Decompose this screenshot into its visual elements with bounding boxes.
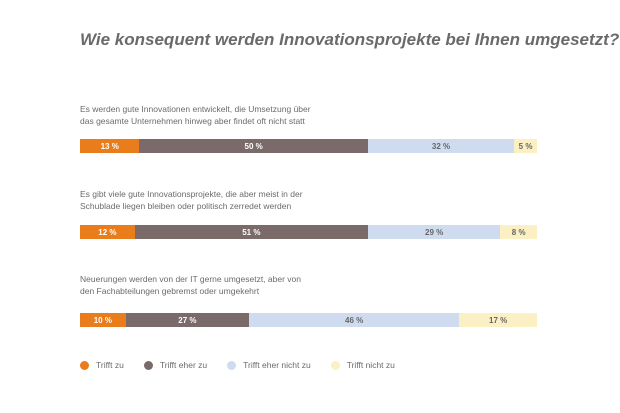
legend-swatch [80, 360, 89, 370]
question-label-1: Es werden gute Innovationen entwickelt, … [80, 103, 550, 127]
bar-segment: 46 % [249, 313, 460, 327]
legend-item: Trifft eher nicht zu [227, 360, 311, 370]
data-label: 13 % [100, 141, 119, 151]
data-label: 17 % [489, 315, 508, 325]
bar-segment: 27 % [125, 313, 250, 327]
data-label: 50 % [244, 141, 263, 151]
bar-segment: 50 % [139, 139, 368, 153]
legend-label: Trifft eher nicht zu [243, 360, 311, 370]
bar-segment: 10 % [80, 313, 126, 327]
bar-segment: 8 % [500, 225, 537, 239]
question-label-3: Neuerungen werden von der IT gerne umges… [80, 273, 550, 297]
question-line: Neuerungen werden von der IT gerne umges… [80, 274, 301, 284]
data-label: 12 % [98, 227, 117, 237]
bar-segment: 5 % [514, 139, 537, 153]
legend-item: Trifft eher zu [143, 360, 208, 370]
legend-label: Trifft zu [96, 360, 124, 370]
bar-segment: 29 % [367, 225, 501, 239]
bar-segment: 12 % [80, 225, 135, 239]
legend-swatch [330, 360, 340, 370]
question-line: Es werden gute Innovationen entwickelt, … [80, 104, 311, 114]
bar-segment: 32 % [367, 139, 515, 153]
legend-label: Trifft eher zu [159, 360, 208, 370]
data-label: 51 % [242, 227, 261, 237]
question-line: Es gibt viele gute Innovationsprojekte, … [80, 189, 303, 199]
bar-segment: 51 % [134, 225, 368, 239]
legend-label: Trifft nicht zu [346, 360, 395, 370]
chart-title: Wie konsequent werden Innovationsprojekt… [80, 30, 620, 49]
data-label: 10 % [93, 315, 112, 325]
legend: Trifft zu Trifft eher zu Trifft eher nicht… [80, 360, 415, 370]
stacked-bar-2: 12 % 51 % 29 % 8 % [80, 225, 537, 239]
question-line: den Fachabteilungen gebremst oder umgeke… [80, 286, 260, 296]
data-label: 32 % [431, 141, 451, 151]
legend-swatch [227, 360, 237, 370]
question-line: das gesamte Unternehmen hinweg aber find… [80, 116, 305, 126]
data-label: 27 % [178, 315, 197, 325]
legend-item: Trifft nicht zu [330, 360, 395, 370]
question-line: Schublade liegen bleiben oder politisch … [80, 201, 292, 211]
data-label: 46 % [345, 315, 364, 325]
data-label: 29 % [425, 227, 444, 237]
data-label: 5 % [518, 141, 533, 151]
data-label: 8 % [511, 227, 526, 237]
bar-segment: 13 % [80, 139, 140, 153]
question-label-2: Es gibt viele gute Innovationsprojekte, … [80, 188, 550, 212]
legend-swatch [143, 360, 153, 370]
stacked-bar-1: 13 % 50 % 32 % 5 % [80, 139, 537, 153]
bar-segment: 17 % [459, 313, 537, 327]
stacked-bar-3: 10 % 27 % 46 % 17 % [80, 313, 537, 327]
legend-item: Trifft zu [80, 360, 124, 370]
